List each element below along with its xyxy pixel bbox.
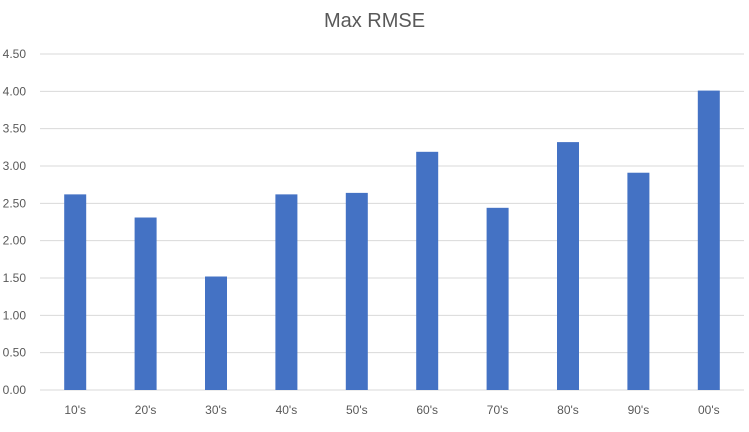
y-tick-label: 2.00 [3, 234, 27, 248]
y-tick-label: 1.50 [3, 271, 27, 285]
bar-0 [64, 194, 87, 390]
bar-8 [627, 172, 650, 390]
y-tick-label: 3.00 [3, 159, 27, 173]
bar-3 [275, 194, 298, 390]
x-tick-label: 00's [698, 403, 720, 417]
y-tick-label: 0.00 [3, 383, 27, 397]
x-tick-label: 30's [205, 403, 227, 417]
bar-1 [134, 217, 157, 390]
x-tick-label: 90's [628, 403, 650, 417]
gridlines [40, 53, 744, 391]
x-tick-label: 60's [416, 403, 438, 417]
x-tick-label: 50's [346, 403, 368, 417]
x-tick-label: 10's [64, 403, 86, 417]
x-tick-label: 70's [487, 403, 509, 417]
x-tick-label: 80's [557, 403, 579, 417]
y-tick-label: 1.00 [3, 308, 27, 322]
bar-9 [697, 90, 720, 390]
y-axis-tick-labels: 0.00 0.50 1.00 1.50 2.00 2.50 3.00 3.50 4.00 4.50 [3, 47, 27, 397]
y-tick-label: 3.50 [3, 122, 27, 136]
bar-7 [557, 142, 579, 390]
bar-5 [416, 151, 439, 390]
x-tick-label: 40's [276, 403, 298, 417]
bars [64, 90, 720, 390]
y-tick-label: 2.50 [3, 196, 27, 210]
y-tick-label: 4.00 [3, 84, 27, 98]
bar-4 [345, 192, 368, 390]
bar-2 [205, 276, 227, 390]
chart-title: Max RMSE [324, 10, 425, 32]
y-tick-label: 0.50 [3, 346, 27, 360]
x-axis-tick-labels: 10's 20's 30's 40's 50's 60's 70's 80's 90's 00's [64, 403, 719, 417]
x-tick-label: 20's [135, 403, 157, 417]
y-tick-label: 4.50 [3, 47, 27, 61]
bar-6 [486, 207, 509, 390]
